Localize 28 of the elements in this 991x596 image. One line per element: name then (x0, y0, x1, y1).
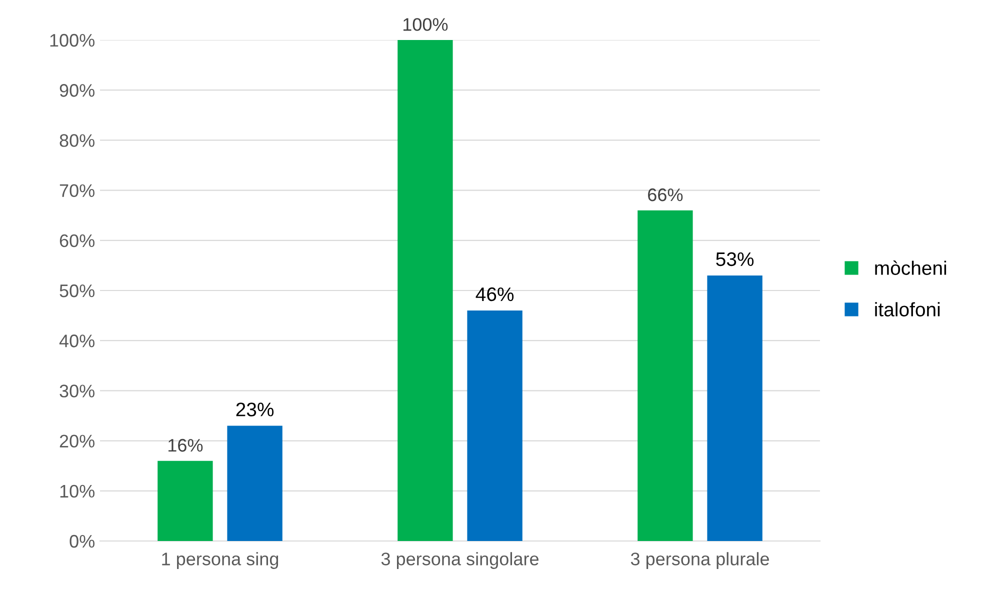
y-tick-label: 10% (60, 484, 94, 498)
bar (227, 426, 282, 541)
bar (467, 310, 522, 541)
data-label: 100% (403, 18, 448, 31)
data-label: 46% (476, 287, 514, 302)
bar (638, 210, 693, 541)
data-label: 53% (716, 252, 754, 266)
y-tick-label: 50% (60, 284, 94, 298)
data-label: 66% (648, 188, 683, 202)
data-label: 23% (236, 402, 274, 416)
bar (707, 275, 762, 541)
y-tick-label: 90% (60, 84, 94, 97)
x-tick-label: 1 persona sing (162, 552, 278, 569)
y-tick-label: 0% (70, 534, 94, 548)
x-tick-label: 3 persona plurale (630, 552, 769, 569)
y-tick-label: 100% (50, 34, 94, 47)
y-tick-label: 80% (60, 134, 94, 147)
y-tick-label: 70% (60, 184, 94, 198)
x-tick-label: 3 persona singolare (381, 552, 538, 569)
y-tick-label: 40% (59, 334, 94, 348)
bar (158, 460, 213, 541)
bar (398, 40, 453, 541)
data-label: 16% (168, 438, 203, 452)
legend-label: italofoni (875, 302, 940, 316)
y-tick-label: 60% (60, 234, 94, 248)
legend-label: mòcheni (875, 260, 946, 275)
y-tick-label: 20% (60, 434, 94, 448)
y-tick-label: 30% (60, 384, 94, 398)
